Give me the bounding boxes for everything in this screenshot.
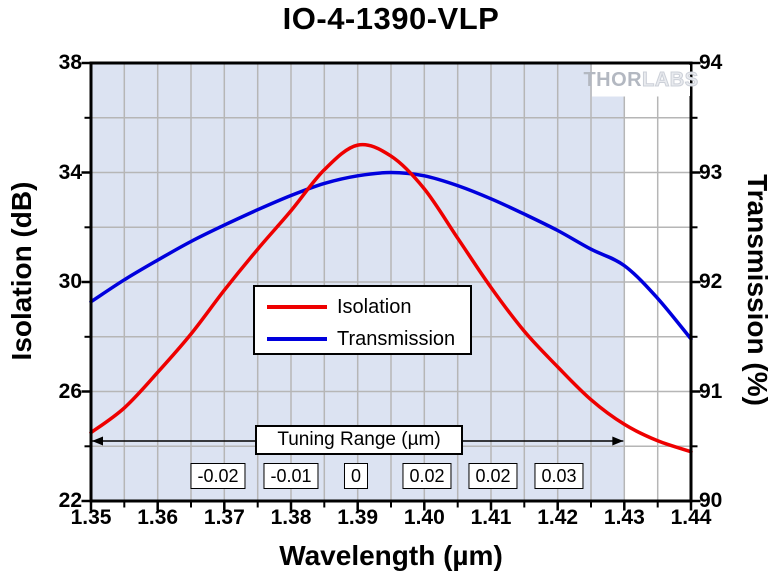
isolation-line-swatch xyxy=(267,305,327,309)
x-tick-label: 1.37 xyxy=(203,506,245,529)
chart-title: IO-4-1390-VLP xyxy=(282,1,500,36)
axis-frame xyxy=(89,61,693,503)
y-left-tick-label: 22 xyxy=(58,489,82,512)
y-left-tick-label: 26 xyxy=(58,379,82,403)
tuning-range-label-box: Tuning Range (µm) xyxy=(255,425,463,455)
watermark-labs-text: LABS xyxy=(642,69,699,92)
x-tick-label: 1.38 xyxy=(270,506,312,529)
legend-item-isolation: Isolation xyxy=(255,294,470,320)
isolation-curve xyxy=(89,142,693,454)
tuning-value-box: 0.02 xyxy=(402,463,452,489)
tuning-value-box: 0 xyxy=(343,463,369,489)
y-right-tick-label: 91 xyxy=(699,379,723,403)
arrow-left-head-icon xyxy=(92,436,103,446)
legend-item-transmission: Transmission xyxy=(255,326,470,352)
x-tick-label: 1.44 xyxy=(670,506,712,529)
x-tick-label: 1.42 xyxy=(537,506,579,529)
y-axis-left-title: Isolation (dB) xyxy=(6,181,37,361)
tuning-value-box: -0.01 xyxy=(263,463,319,489)
y-left-tick-label: 34 xyxy=(58,160,82,184)
transmission-curve xyxy=(89,170,693,341)
y-right-tick-label: 94 xyxy=(699,51,723,74)
x-axis-title: Wavelength (µm) xyxy=(279,540,503,571)
transmission-line-swatch xyxy=(267,337,327,341)
arrow-right-head-icon xyxy=(612,436,624,446)
thorlabs-watermark: THOR LABS xyxy=(583,65,699,96)
tuning-value-box: 0.03 xyxy=(534,463,584,489)
x-tick-label: 1.35 xyxy=(70,506,112,529)
y-left-tick-label: 30 xyxy=(58,270,82,293)
y-axis-right-title: Transmission (%) xyxy=(742,174,773,406)
legend-label-isolation: Isolation xyxy=(337,296,412,318)
x-tick-label: 1.41 xyxy=(470,506,512,529)
tuning-value-box: -0.02 xyxy=(190,463,246,489)
y-right-tick-label: 90 xyxy=(699,489,723,512)
x-tick-label: 1.36 xyxy=(137,506,179,529)
y-left-tick-label: 38 xyxy=(58,51,82,74)
x-tick-label: 1.39 xyxy=(337,506,379,529)
x-tick-label: 1.43 xyxy=(603,506,645,529)
y-right-tick-label: 92 xyxy=(699,270,723,293)
y-right-tick-label: 93 xyxy=(699,160,723,184)
legend-box: Isolation Transmission xyxy=(253,285,472,355)
x-tick-label: 1.40 xyxy=(403,506,445,529)
tuning-value-box: 0.02 xyxy=(468,463,518,489)
legend-label-transmission: Transmission xyxy=(337,328,456,350)
watermark-thor-text: THOR xyxy=(583,69,643,91)
